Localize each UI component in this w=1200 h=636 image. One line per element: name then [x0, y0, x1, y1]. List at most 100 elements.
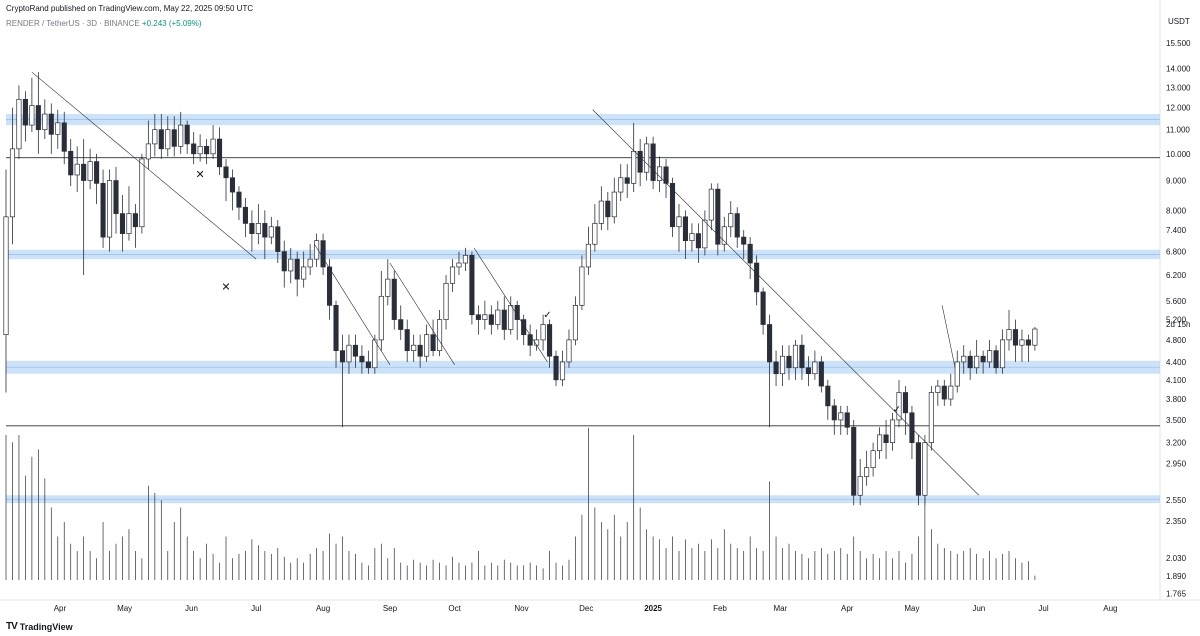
- candle-body: [540, 324, 546, 341]
- candle-body: [967, 355, 973, 369]
- candle-body: [741, 236, 747, 245]
- price-tick-label: 1.890: [1166, 572, 1187, 581]
- candle-body: [1006, 329, 1012, 341]
- candle-body: [281, 251, 287, 272]
- trendline-5: [592, 109, 980, 496]
- candle-body: [100, 183, 106, 238]
- price-tick-label: 3.500: [1166, 416, 1187, 425]
- candle-body: [935, 385, 941, 393]
- time-tick-label: 2025: [644, 604, 662, 613]
- candle-body: [411, 344, 417, 352]
- candle-body: [229, 177, 236, 193]
- trendline-3: [389, 262, 455, 365]
- candle-body: [152, 129, 158, 145]
- candle-body: [831, 405, 837, 421]
- candle-body: [618, 177, 624, 193]
- price-tick-label: 13.000: [1166, 83, 1191, 92]
- candle-body: [359, 355, 365, 363]
- candle-body: [307, 258, 313, 268]
- footer-brand[interactable]: TV TradingView: [6, 621, 73, 632]
- candle-body: [805, 367, 811, 375]
- candle-body: [1019, 339, 1025, 346]
- price-tick-label: 7.400: [1166, 226, 1187, 235]
- candle-body: [74, 163, 80, 176]
- candle-body: [488, 314, 494, 325]
- candle-body: [553, 355, 559, 381]
- candle-body: [909, 412, 915, 443]
- candle-body: [333, 305, 339, 352]
- candle-body: [838, 412, 844, 421]
- candle-body: [378, 295, 384, 341]
- candle-body: [734, 213, 740, 238]
- price-tick-label: 6.800: [1166, 248, 1187, 257]
- candle-body: [508, 305, 514, 330]
- candle-body: [126, 213, 132, 234]
- cross-marker-2: ✕: [221, 281, 230, 294]
- candle-body: [948, 385, 954, 400]
- time-tick-label: Apr: [841, 604, 854, 613]
- candle-body: [424, 334, 430, 357]
- candle-body: [249, 223, 255, 234]
- candle-body: [611, 191, 617, 218]
- candle-body: [728, 213, 734, 228]
- candle-body: [631, 150, 637, 184]
- price-tick-label: 1.765: [1166, 589, 1187, 598]
- candle-body: [171, 129, 177, 147]
- candle-body: [650, 143, 656, 181]
- symbol-line: RENDER / TetherUS · 3D · BINANCE +0.243 …: [6, 19, 202, 28]
- trendline-6: [941, 305, 956, 368]
- candle-body: [449, 266, 456, 284]
- candle-body: [68, 150, 74, 176]
- price-tick-label: 6.200: [1166, 271, 1187, 280]
- candle-body: [1012, 329, 1019, 346]
- candle-body: [812, 361, 818, 375]
- candle-body: [825, 385, 831, 407]
- cross-marker-1: ✕: [196, 168, 205, 181]
- candle-body: [598, 200, 604, 224]
- candle-body: [792, 344, 799, 369]
- trendline-2: [314, 244, 391, 365]
- price-tick-label: 2.030: [1166, 554, 1187, 563]
- trendline-1: [31, 71, 257, 260]
- price-tick-label: 15.500: [1166, 39, 1191, 48]
- candle-body: [346, 344, 352, 363]
- candle-body: [521, 319, 527, 335]
- price-tick-label: 4.100: [1166, 376, 1187, 385]
- candle-body: [799, 344, 805, 369]
- candle-body: [437, 319, 443, 352]
- candle-body: [132, 213, 138, 228]
- candle-body: [430, 334, 436, 352]
- candle-body: [844, 412, 850, 428]
- price-tick-label: 12.000: [1166, 104, 1191, 113]
- price-tick-label: 5.600: [1166, 297, 1187, 306]
- candle-body: [475, 314, 481, 320]
- price-tick-label: 3.800: [1166, 395, 1187, 404]
- candle-body: [462, 254, 468, 264]
- candle-body: [579, 266, 585, 306]
- price-tick-label: 2.950: [1166, 459, 1187, 468]
- price-tick-label: 11.000: [1166, 126, 1190, 135]
- candle-body: [456, 262, 462, 268]
- candle-body: [55, 122, 61, 135]
- check-marker-2: ✓: [893, 404, 901, 415]
- candle-body: [275, 226, 281, 252]
- footer-brand-label: TradingView: [19, 621, 73, 632]
- candle-body: [158, 129, 164, 150]
- time-tick-label: Apr: [54, 604, 67, 613]
- candle-body: [87, 161, 93, 181]
- candle-body: [352, 344, 358, 357]
- candle-body: [61, 122, 67, 152]
- candle-body: [482, 314, 488, 320]
- candle-body: [35, 105, 41, 131]
- candle-body: [16, 98, 22, 150]
- candle-body: [624, 177, 630, 184]
- candle-body: [191, 143, 197, 155]
- candle-body: [851, 426, 857, 496]
- candle-body: [1025, 339, 1031, 346]
- candle-body: [585, 243, 591, 268]
- candle-body: [327, 266, 333, 306]
- time-tick-label: Sep: [383, 604, 398, 613]
- trendline-4: [473, 247, 548, 363]
- candle-body: [999, 339, 1006, 369]
